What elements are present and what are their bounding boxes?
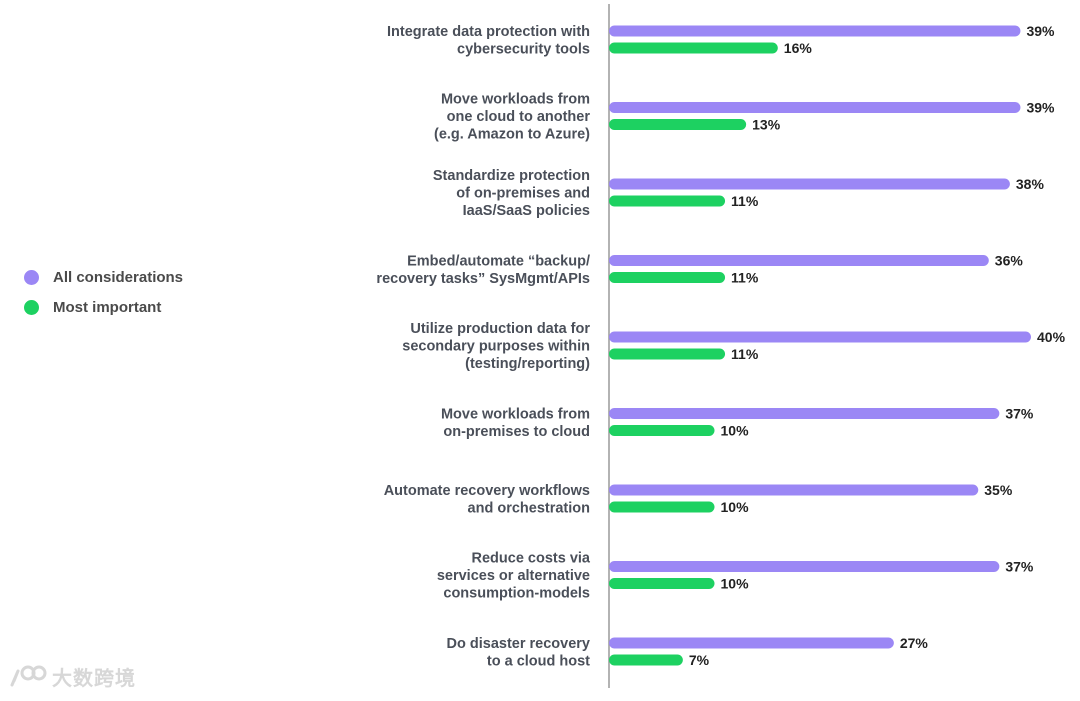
watermark-logo-icon <box>10 665 47 686</box>
category-label-line: one cloud to another <box>447 109 591 125</box>
data-label-most-important-5: 10% <box>721 423 750 439</box>
category-label-line: Move workloads from <box>441 92 590 108</box>
category-label-line: Reduce costs via <box>472 551 591 567</box>
legend-item-all-considerations[interactable]: All considerations <box>24 262 183 292</box>
category-label-line: on-premises to cloud <box>443 424 590 440</box>
category-label-line: Embed/automate “backup/ <box>407 253 590 269</box>
data-label-all-considerations-1: 39% <box>1026 100 1055 116</box>
category-label-8: Do disaster recovery to a cloud host <box>447 636 591 670</box>
bar-all-considerations-3 <box>609 255 989 266</box>
legend-label-most-important: Most important <box>53 298 162 316</box>
bar-most-important-4 <box>609 348 726 360</box>
bar-all-considerations-8 <box>609 637 894 649</box>
data-label-most-important-0: 16% <box>784 40 813 56</box>
data-label-most-important-6: 10% <box>721 499 750 515</box>
bar-most-important-1 <box>609 119 747 130</box>
category-label-6: Automate recovery workflows and orchestra… <box>384 483 590 517</box>
bar-all-considerations-6 <box>609 484 979 496</box>
category-label-line: of on-premises and <box>456 186 590 202</box>
bar-most-important-7 <box>609 578 715 589</box>
category-label-3: Embed/automate “backup/recovery tasks” S… <box>376 253 590 287</box>
category-label-1: Move workloads from one cloud to another (… <box>434 92 590 143</box>
bar-all-considerations-0 <box>609 25 1021 37</box>
data-label-all-considerations-7: 37% <box>1005 559 1034 575</box>
data-label-all-considerations-3: 36% <box>995 253 1024 269</box>
data-label-all-considerations-0: 39% <box>1026 23 1055 39</box>
category-label-4: Utilize production data for secondary pur… <box>402 321 590 372</box>
data-label-most-important-8: 7% <box>689 652 710 668</box>
bar-most-important-5 <box>609 425 715 436</box>
bar-most-important-3 <box>609 272 726 283</box>
category-label-line: cybersecurity tools <box>457 41 590 57</box>
category-label-line: to a cloud host <box>487 653 590 669</box>
data-label-all-considerations-2: 38% <box>1016 176 1045 192</box>
category-label-line: consumption-models <box>443 586 590 602</box>
legend-swatch-most-important <box>24 299 39 315</box>
category-label-line: secondary purposes within <box>402 339 590 355</box>
data-label-all-considerations-4: 40% <box>1037 329 1066 345</box>
category-label-line: Do disaster recovery <box>447 636 590 652</box>
data-label-most-important-1: 13% <box>752 117 781 133</box>
bar-all-considerations-1 <box>609 102 1021 113</box>
bar-all-considerations-4 <box>609 331 1031 343</box>
category-label-line: IaaS/SaaS policies <box>463 203 590 219</box>
bar-most-important-6 <box>609 501 715 513</box>
category-label-line: (e.g. Amazon to Azure) <box>434 127 590 143</box>
bar-all-considerations-2 <box>609 178 1010 190</box>
category-label-line: Integrate data protection with <box>387 24 590 40</box>
watermark: 大数跨境 <box>8 662 136 691</box>
category-label-line: Standardize protection <box>433 168 590 184</box>
category-label-line: Automate recovery workflows <box>384 483 590 499</box>
bar-most-important-2 <box>609 195 726 207</box>
bar-most-important-8 <box>609 654 683 666</box>
category-label-7: Reduce costs via services or alternative c… <box>437 551 591 602</box>
legend-swatch-all-considerations <box>24 269 39 285</box>
watermark-text: 大数跨境 <box>52 668 136 690</box>
data-label-most-important-3: 11% <box>731 270 759 286</box>
category-label-5: Move workloads from on-premises to cloud <box>441 406 590 440</box>
category-label-2: Standardize protection of on-premises and… <box>433 168 590 219</box>
data-label-most-important-4: 11% <box>731 346 759 362</box>
legend: All considerations Most important <box>24 262 183 322</box>
bar-most-important-0 <box>609 42 778 54</box>
category-label-line: (testing/reporting) <box>465 356 590 372</box>
data-label-all-considerations-8: 27% <box>900 635 929 651</box>
legend-label-all-considerations: All considerations <box>53 268 184 286</box>
category-label-line: and orchestration <box>468 500 590 516</box>
data-label-all-considerations-5: 37% <box>1005 406 1034 422</box>
category-label-0: Integrate data protection with cybersecur… <box>387 24 590 58</box>
legend-item-most-important[interactable]: Most important <box>24 292 183 322</box>
category-label-line: services or alternative <box>437 568 590 584</box>
bar-all-considerations-7 <box>609 561 1000 572</box>
bar-all-considerations-5 <box>609 408 1000 419</box>
data-label-all-considerations-6: 35% <box>984 482 1013 498</box>
data-label-most-important-7: 10% <box>721 576 750 592</box>
data-label-most-important-2: 11% <box>731 193 759 209</box>
category-label-line: recovery tasks” SysMgmt/APIs <box>376 271 590 287</box>
category-label-line: Move workloads from <box>441 406 590 422</box>
category-label-line: Utilize production data for <box>410 321 590 337</box>
